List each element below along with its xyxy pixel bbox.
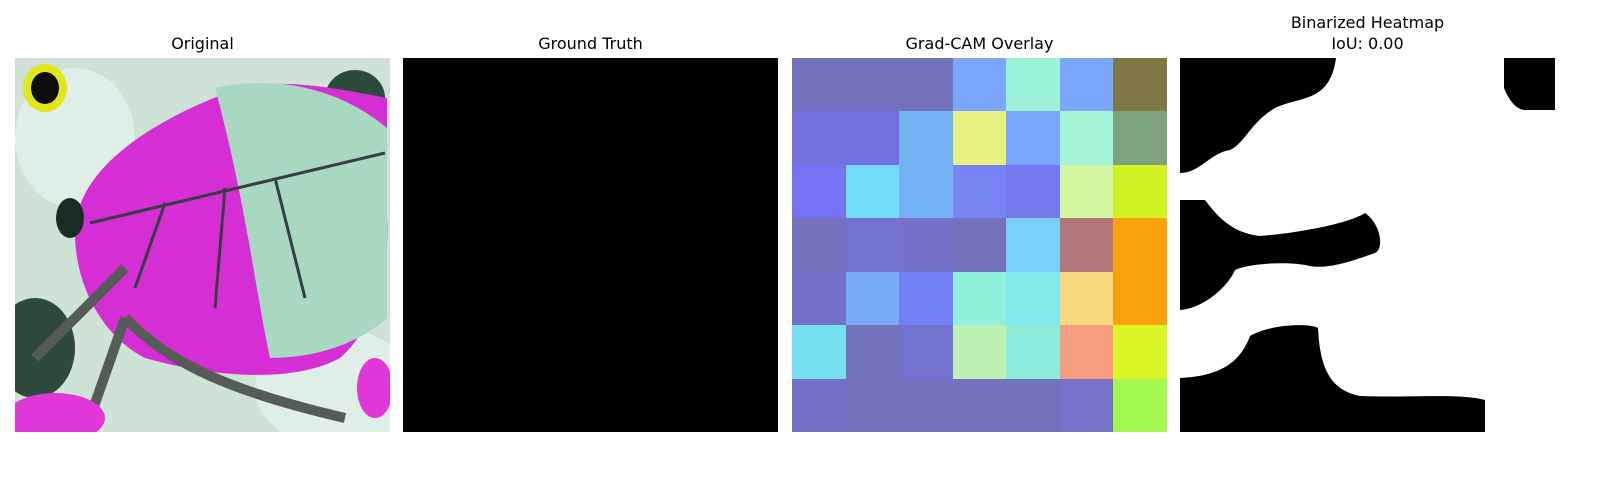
gradcam-cell (1006, 218, 1060, 272)
gradcam-cell (899, 218, 953, 272)
gradcam-cell (1113, 58, 1167, 111)
gradcam-cell (899, 325, 953, 379)
gradcam-cell (953, 165, 1006, 218)
gradcam-grid (792, 58, 1167, 432)
binarized-heatmap-title: Binarized Heatmap (1290, 13, 1445, 32)
gradcam-cell (1113, 218, 1167, 272)
gradcam-cell (899, 272, 953, 325)
gradcam-cell (1006, 111, 1060, 165)
iou-label: IoU: 0.00 (1331, 34, 1404, 53)
binarized-mask (1180, 58, 1555, 432)
gradcam-cell (1060, 272, 1113, 325)
gradcam-cell (953, 325, 1006, 379)
binarized-heatmap (1180, 58, 1555, 432)
gradcam-cell (953, 218, 1006, 272)
gradcam-cell (953, 111, 1006, 165)
gradcam-cell (899, 379, 953, 432)
gradcam-cell (846, 165, 899, 218)
gradcam-cell (1060, 379, 1113, 432)
original-image (15, 58, 390, 432)
gradcam-cell (792, 111, 846, 165)
gradcam-cell (1006, 325, 1060, 379)
gradcam-cell (1113, 165, 1167, 218)
gradcam-cell (1060, 325, 1113, 379)
gradcam-cell (1060, 165, 1113, 218)
original-title: Original (171, 34, 234, 53)
gradcam-cell (846, 379, 899, 432)
gradcam-cell (1060, 58, 1113, 111)
ground-truth-title: Ground Truth (538, 34, 643, 53)
gradcam-cell (953, 272, 1006, 325)
leaf-photo (15, 58, 390, 432)
ground-truth-mask (403, 58, 778, 432)
gradcam-cell (846, 325, 899, 379)
gradcam-cell (792, 379, 846, 432)
gradcam-cell (1113, 272, 1167, 325)
gradcam-cell (846, 218, 899, 272)
gradcam-cell (846, 272, 899, 325)
gradcam-cell (1006, 379, 1060, 432)
gradcam-cell (1060, 218, 1113, 272)
gradcam-overlay (792, 58, 1167, 432)
gradcam-cell (792, 165, 846, 218)
gradcam-cell (1006, 58, 1060, 111)
gradcam-cell (792, 58, 846, 111)
gradcam-cell (1006, 165, 1060, 218)
gradcam-overlay-title: Grad-CAM Overlay (905, 34, 1054, 53)
gradcam-cell (1113, 111, 1167, 165)
gradcam-cell (792, 272, 846, 325)
gradcam-cell (953, 379, 1006, 432)
gradcam-cell (792, 218, 846, 272)
gradcam-cell (899, 111, 953, 165)
gradcam-cell (899, 165, 953, 218)
gradcam-cell (953, 58, 1006, 111)
gradcam-cell (846, 58, 899, 111)
gradcam-cell (1113, 325, 1167, 379)
gradcam-cell (846, 111, 899, 165)
gradcam-cell (1006, 272, 1060, 325)
gradcam-cell (1113, 379, 1167, 432)
gradcam-cell (792, 325, 846, 379)
gradcam-cell (899, 58, 953, 111)
gradcam-cell (1060, 111, 1113, 165)
